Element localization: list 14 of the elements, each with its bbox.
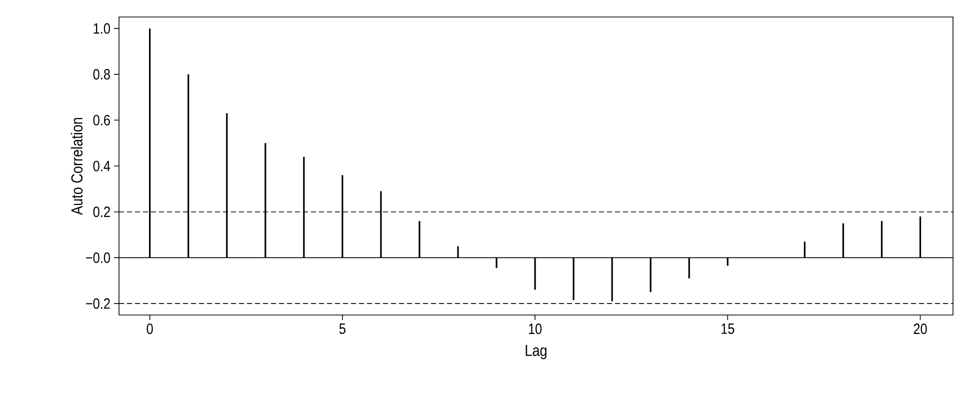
x-axis-title: Lag [526,344,546,360]
x-tick-label: 20 [914,324,927,334]
y-tick-label: 0.2 [93,206,110,218]
x-tick-label: 5 [339,324,346,334]
y-tick-label: −0.2 [86,298,110,309]
y-tick-label: 0.4 [93,160,110,172]
x-tick-label: 15 [722,324,734,334]
y-tick-label: 1.0 [94,23,110,34]
y-tick-label: 0.8 [93,69,110,80]
y-axis-title: Auto Correlation [70,118,83,215]
y-tick-label: −0.0 [86,252,110,263]
x-tick-label: 10 [528,324,542,334]
x-tick-label: 0 [146,324,153,334]
y-tick-label: 0.6 [93,114,110,126]
